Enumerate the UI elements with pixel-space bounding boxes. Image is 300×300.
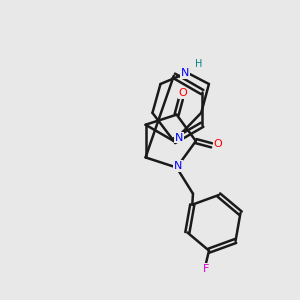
Text: N: N [174,161,182,171]
Text: H: H [195,59,202,69]
Text: O: O [178,88,187,98]
Text: F: F [203,264,209,274]
Text: N: N [181,68,189,78]
Text: N: N [175,133,183,142]
Text: O: O [214,139,223,149]
